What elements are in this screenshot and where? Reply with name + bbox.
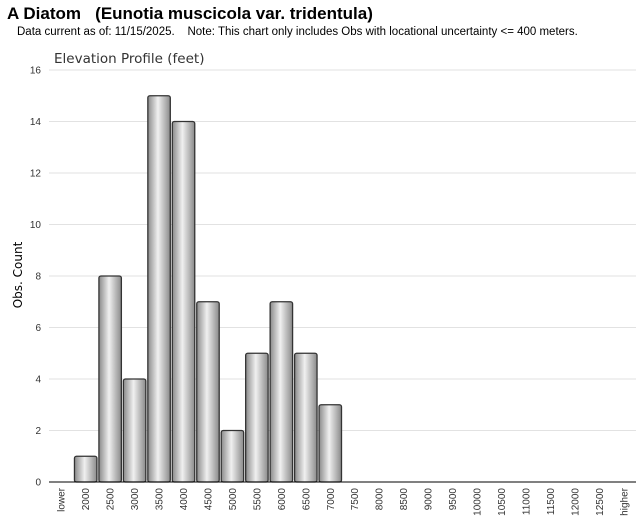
y-tick-label: 12 — [30, 169, 42, 180]
chart-title: Elevation Profile (feet) — [54, 51, 204, 67]
bar — [171, 120, 196, 483]
y-tick-label: 4 — [35, 375, 41, 386]
y-tick-label: 6 — [35, 323, 41, 334]
x-tick-label: 6500 — [301, 488, 312, 511]
page-subtitle: Data current as of: 11/15/2025. Note: Th… — [17, 26, 578, 38]
x-tick-label: 12000 — [570, 488, 581, 516]
x-tick-label: 11500 — [546, 488, 557, 516]
y-tick-label: 14 — [30, 117, 42, 128]
bar — [196, 301, 220, 483]
bar — [293, 352, 318, 483]
x-tick-label: 5500 — [252, 488, 263, 511]
bar — [122, 378, 147, 483]
x-tick-label: 9500 — [448, 488, 459, 511]
x-tick-label: 10000 — [473, 488, 484, 516]
y-tick-label: 16 — [30, 66, 42, 77]
x-tick-label: 8000 — [375, 488, 386, 511]
x-tick-label: 6000 — [277, 488, 288, 511]
y-tick-label: 2 — [35, 426, 41, 437]
x-tick-label: 4500 — [203, 488, 214, 511]
x-tick-label: 10500 — [497, 488, 508, 516]
grid-lines — [49, 69, 636, 431]
x-tick-label: higher — [619, 487, 630, 515]
x-tick-label: 3500 — [155, 488, 166, 511]
x-tick-label: 2000 — [81, 488, 92, 511]
bar — [269, 301, 294, 483]
y-tick-label: 0 — [35, 478, 41, 489]
x-tick-label: 12500 — [595, 488, 606, 516]
x-tick-label: 7000 — [326, 488, 337, 511]
bar — [73, 455, 98, 483]
x-tick-label: 7500 — [350, 488, 361, 511]
bars — [73, 95, 343, 483]
x-tick-label: 2500 — [106, 488, 117, 511]
x-tick-label: lower — [57, 487, 68, 512]
x-tick-label: 9000 — [424, 488, 435, 511]
y-axis-label: Obs. Count — [11, 241, 25, 308]
bar — [318, 404, 343, 483]
x-tick-label: 8500 — [399, 488, 410, 511]
x-tick-label: 4000 — [179, 488, 190, 511]
y-ticks: 0 2 4 6 8 10 12 14 16 — [30, 66, 42, 489]
x-ticks: lower 2000 2500 3000 3500 4000 4500 5000 5500 600… — [57, 487, 631, 515]
x-tick-label: 5000 — [228, 488, 239, 511]
bar — [245, 352, 269, 483]
y-tick-label: 10 — [30, 220, 42, 231]
y-tick-label: 8 — [35, 272, 41, 283]
bar — [98, 275, 123, 483]
bar — [220, 429, 245, 483]
bar — [147, 95, 171, 483]
page-title: A Diatom (Eunotia muscicola var. trident… — [7, 4, 373, 23]
x-tick-label: 3000 — [130, 488, 141, 511]
x-tick-label: 11000 — [521, 488, 532, 516]
